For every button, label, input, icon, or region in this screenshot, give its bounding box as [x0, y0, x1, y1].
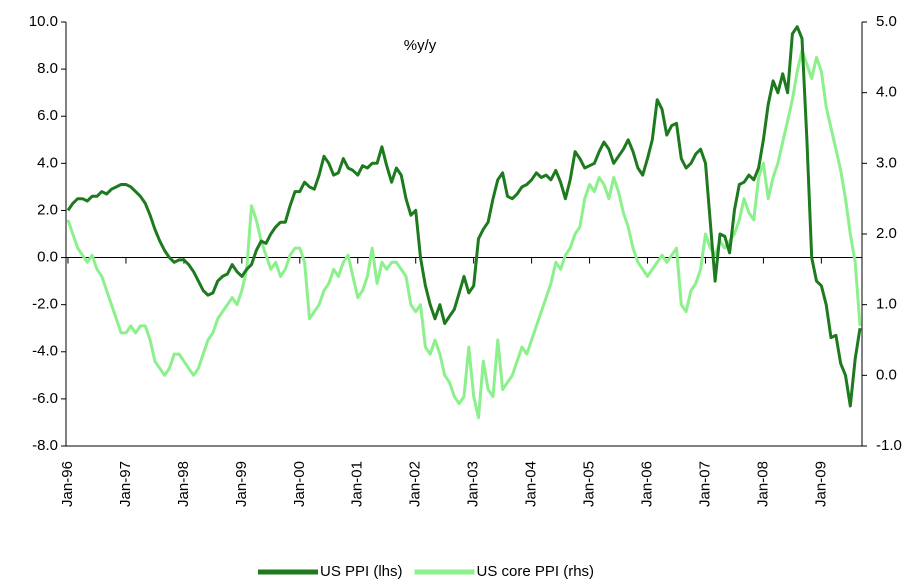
y2-tick-label: 5.0	[876, 13, 897, 30]
x-tick-label: Jan-03	[465, 461, 482, 507]
series-line	[66, 48, 862, 420]
y2-tick-label: 0.0	[876, 366, 897, 383]
x-tick-label: Jan-05	[581, 461, 598, 507]
x-tick-label: Jan-08	[754, 461, 771, 507]
y2-tick-label: 1.0	[876, 296, 897, 313]
y-tick-label: 0.0	[37, 249, 58, 266]
y2-tick-label: 4.0	[876, 84, 897, 101]
y-tick-label: -2.0	[32, 296, 58, 313]
y-tick-label: -6.0	[32, 390, 58, 407]
y-tick-label: 2.0	[37, 201, 58, 218]
x-tick-label: Jan-97	[117, 461, 134, 507]
x-tick-label: Jan-99	[233, 461, 250, 507]
chart-title: %y/y	[404, 37, 437, 54]
y-tick-label: 6.0	[37, 107, 58, 124]
y2-tick-label: -1.0	[876, 437, 902, 454]
y-tick-label: -8.0	[32, 437, 58, 454]
y-tick-label: 10.0	[29, 13, 58, 30]
x-tick-label: Jan-01	[349, 461, 366, 507]
y2-tick-label: 3.0	[876, 154, 897, 171]
y-tick-label: 4.0	[37, 154, 58, 171]
y-tick-label: -4.0	[32, 343, 58, 360]
legend-label: US PPI (lhs)	[320, 563, 403, 580]
x-tick-label: Jan-09	[812, 461, 829, 507]
x-tick-label: Jan-04	[523, 461, 540, 507]
x-tick-label: Jan-96	[59, 461, 76, 507]
x-tick-label: Jan-02	[407, 461, 424, 507]
y2-tick-label: 2.0	[876, 225, 897, 242]
legend-label: US core PPI (rhs)	[477, 563, 595, 580]
x-tick-label: Jan-00	[291, 461, 308, 507]
y-tick-label: 8.0	[37, 60, 58, 77]
series-line	[66, 25, 862, 408]
x-tick-label: Jan-06	[638, 461, 655, 507]
x-tick-label: Jan-07	[696, 461, 713, 507]
x-tick-label: Jan-98	[175, 461, 192, 507]
